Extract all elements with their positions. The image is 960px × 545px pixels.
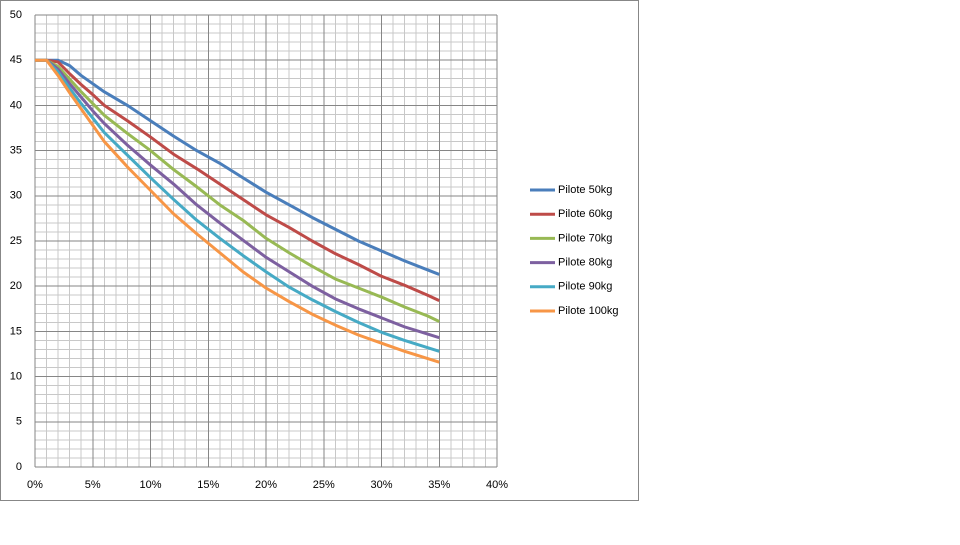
- x-tick-label: 0%: [27, 479, 43, 491]
- legend-label: Pilote 80kg: [558, 257, 612, 269]
- series-line: [35, 58, 440, 323]
- x-tick-label: 10%: [139, 479, 161, 491]
- legend-label: Pilote 60kg: [558, 208, 612, 220]
- x-tick-label: 30%: [370, 479, 392, 491]
- y-tick-label: 15: [10, 325, 22, 337]
- major-grid: [34, 14, 498, 468]
- x-tick-label: 40%: [486, 479, 508, 491]
- x-tick-label: 20%: [255, 479, 277, 491]
- y-tick-label: 5: [16, 416, 22, 428]
- y-tick-label: 35: [10, 145, 22, 157]
- y-tick-label: 45: [10, 54, 22, 66]
- y-tick-label: 40: [10, 99, 22, 111]
- y-tick-label: 20: [10, 280, 22, 292]
- x-tick-label: 15%: [197, 479, 219, 491]
- y-tick-label: 10: [10, 371, 22, 383]
- series-line: [35, 58, 440, 276]
- legend: Pilote 50kg Pilote 60kg Pilote 70kg Pilote …: [530, 184, 619, 317]
- y-tick-label: 25: [10, 235, 22, 247]
- y-tick-label: 30: [10, 190, 22, 202]
- series-line: [35, 58, 440, 364]
- series-line: [35, 58, 440, 353]
- y-tick-label: 50: [10, 9, 22, 21]
- tick-labels: 0 5 10 15 20 25 30 35 40 45 50 0% 5% 10% 15% 20% 25% 30% 3…: [10, 9, 508, 491]
- plot-lines: [35, 58, 440, 364]
- x-tick-label: 25%: [313, 479, 335, 491]
- legend-label: Pilote 50kg: [558, 184, 612, 196]
- series-line: [35, 58, 440, 303]
- legend-label: Pilote 100kg: [558, 305, 619, 317]
- legend-label: Pilote 70kg: [558, 232, 612, 244]
- x-tick-label: 5%: [85, 479, 101, 491]
- series-line: [35, 58, 440, 340]
- legend-label: Pilote 90kg: [558, 281, 612, 293]
- y-tick-label: 0: [16, 461, 22, 473]
- x-tick-label: 35%: [428, 479, 450, 491]
